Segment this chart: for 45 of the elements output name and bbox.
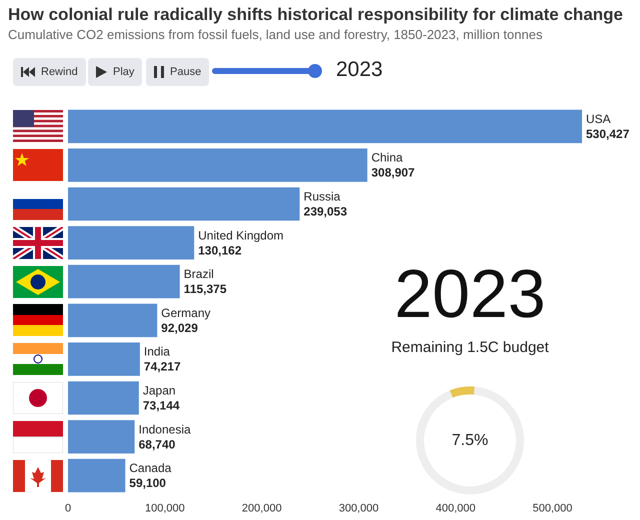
bar [68, 458, 126, 492]
data-label: 59,100 [129, 476, 166, 490]
text: Pause [170, 66, 202, 78]
annotation: 2023 [394, 255, 546, 333]
category-label: Canada [129, 461, 172, 476]
bar [68, 381, 139, 415]
x-tick-label: 0 [64, 502, 72, 514]
data-label: 73,144 [142, 398, 180, 412]
bar [68, 264, 180, 298]
bar [68, 110, 582, 144]
category-label: Brazil [184, 267, 214, 282]
data-label: 68,740 [138, 437, 176, 452]
category-label: Germany [161, 306, 211, 320]
chart-title: How colonial rule radically shifts historical responsibility for climate change [8, 5, 623, 25]
x-tick-label: 300,000 [338, 502, 379, 514]
category-label: China [371, 150, 403, 165]
data-label: 115,375 [184, 282, 227, 296]
data-label: 530,427 [586, 126, 630, 141]
x-tick-label: 100,000 [145, 502, 185, 514]
bar [68, 148, 368, 182]
x-tick-label: 500,000 [532, 502, 572, 514]
x-tick-label: 400,000 [436, 502, 476, 514]
bar [68, 342, 140, 376]
category-label: Japan [142, 384, 176, 398]
category-label: India [144, 344, 170, 359]
category-label: Indonesia [138, 422, 191, 436]
chart-title: Remaining 1.5C budget [391, 339, 550, 356]
bar [68, 304, 158, 338]
text: Play [113, 66, 134, 78]
category-label: Russia [304, 190, 340, 204]
data-label: 239,053 [304, 204, 348, 218]
data-label: 92,029 [161, 320, 198, 335]
text: Rewind [41, 66, 78, 78]
x-tick-label: 200,000 [242, 502, 282, 514]
data-label: 130,162 [198, 243, 242, 258]
category-label: United Kingdom [198, 228, 284, 242]
chart-subtitle: Cumulative CO2 emissions from fossil fuels, land use and forestry, 1850-2023, million tonnes [8, 27, 542, 42]
data-label: 74,217 [144, 360, 181, 374]
bar [68, 420, 135, 454]
data-label: 308,907 [371, 166, 416, 180]
bar [68, 187, 300, 221]
text: 2023 [336, 58, 383, 82]
bar [68, 226, 194, 260]
category-label: USA [586, 112, 611, 126]
data-label: 7.5% [452, 432, 488, 449]
